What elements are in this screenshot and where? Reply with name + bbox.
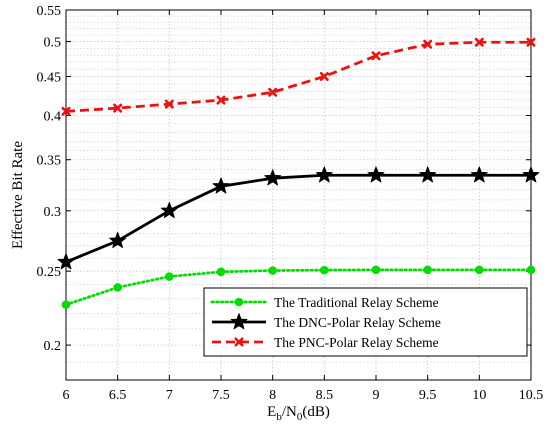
data-point: [268, 266, 277, 275]
data-point: [212, 177, 230, 194]
legend: The Traditional Relay Scheme The DNC-Pola…: [203, 287, 528, 357]
y-tick-label: 0.25: [37, 265, 62, 280]
x-tick-label: 9.5: [419, 388, 437, 403]
data-point: [423, 39, 433, 49]
x-tick-label: 7: [166, 388, 173, 403]
x-axis: 6 6.5 7 7.5 8 8.5 9 9.5 10 10.5: [63, 10, 544, 403]
x-tick-label: 10.5: [519, 388, 544, 403]
y-tick-label: 0.3: [44, 205, 62, 220]
marker-stroke: [423, 39, 433, 49]
data-point: [470, 166, 488, 183]
marker-stroke: [268, 87, 278, 97]
data-point: [160, 201, 178, 219]
legend-entry: The PNC-Polar Relay Scheme: [212, 335, 439, 350]
marker-stroke: [216, 95, 226, 105]
marker-stroke: [371, 51, 381, 61]
legend-marker: [234, 297, 244, 307]
y-tick-label: 0.5: [44, 36, 62, 51]
data-point: [526, 265, 536, 275]
data-point: [475, 265, 484, 275]
marker-stroke: [113, 103, 123, 113]
legend-entry: The DNC-Polar Relay Scheme: [212, 313, 441, 330]
data-point: [165, 272, 174, 281]
x-tick-label: 10: [472, 388, 486, 403]
y-tick-label: 0.35: [37, 154, 62, 169]
legend-label: The DNC-Polar Relay Scheme: [274, 315, 441, 330]
marker-stroke: [234, 337, 244, 347]
legend-marker: [230, 313, 248, 330]
x-tick-label: 9: [373, 388, 380, 403]
x-axis-title: Eb/N0(dB): [267, 404, 330, 423]
marker-stroke: [474, 37, 484, 47]
x-axis-title-sep: /N: [282, 404, 297, 420]
plot-area: [65, 9, 532, 381]
data-point: [419, 166, 437, 183]
data-point: [61, 300, 71, 309]
data-point: [526, 37, 536, 47]
series-3: [61, 37, 536, 116]
data-point: [371, 265, 381, 275]
marker-stroke: [164, 99, 174, 109]
x-axis-title-suffix: (dB): [302, 404, 330, 420]
data-point: [268, 87, 278, 97]
y-axis-title: Effective Bit Rate: [10, 141, 26, 249]
data-point: [113, 103, 123, 113]
data-point: [423, 265, 432, 275]
series-layer: [57, 37, 540, 309]
data-point: [319, 71, 329, 81]
data-point: [522, 166, 540, 183]
x-tick-label: 6.5: [109, 388, 127, 403]
x-tick-label: 7.5: [212, 388, 230, 403]
legend-label: The PNC-Polar Relay Scheme: [274, 335, 439, 350]
data-point: [216, 267, 226, 277]
series-line: [64, 268, 533, 307]
series-1: [61, 265, 536, 309]
data-point: [371, 51, 381, 61]
data-point: [57, 253, 75, 270]
x-tick-label: 6: [63, 388, 70, 403]
y-tick-label: 0.45: [37, 70, 62, 85]
marker-stroke: [319, 71, 329, 81]
marker-stroke: [61, 106, 71, 116]
data-point: [216, 95, 226, 105]
data-point: [320, 265, 329, 275]
data-point: [61, 106, 71, 116]
y-tick-label: 0.55: [37, 4, 62, 19]
y-tick-label: 0.4: [44, 109, 62, 124]
data-point: [113, 283, 122, 292]
x-tick-label: 8.5: [316, 388, 334, 403]
data-point: [367, 166, 385, 183]
data-point: [164, 99, 174, 109]
data-point: [264, 169, 282, 186]
x-axis-title-sub1: b: [276, 411, 282, 423]
x-axis-title-sub2: 0: [297, 411, 303, 423]
data-point: [315, 166, 333, 183]
x-axis-title-base: E: [267, 404, 276, 420]
series-line: [65, 40, 531, 113]
y-tick-label: 0.2: [44, 339, 62, 354]
x-tick-label: 8: [269, 388, 276, 403]
data-point: [474, 37, 484, 47]
legend-entry: The Traditional Relay Scheme: [210, 295, 439, 310]
series-2: [57, 166, 540, 270]
data-point: [109, 231, 127, 249]
legend-label: The Traditional Relay Scheme: [274, 295, 439, 310]
legend-marker: [234, 337, 244, 347]
marker-stroke: [526, 37, 536, 47]
series-line: [65, 173, 531, 264]
